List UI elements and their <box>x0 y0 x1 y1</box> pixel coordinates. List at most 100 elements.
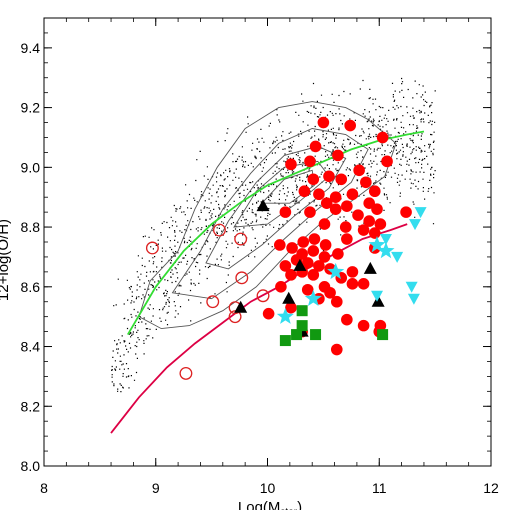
filled-circle-marker <box>285 301 297 314</box>
filled-circle-marker <box>273 239 286 251</box>
triangle-marker <box>363 261 377 274</box>
x-tick-label: 10 <box>260 480 276 496</box>
filled-circle-marker <box>371 203 383 215</box>
filled-circle-marker <box>329 203 342 215</box>
open-circle-marker <box>256 289 270 303</box>
filled-circle-marker <box>307 269 320 281</box>
contour-line <box>138 101 397 330</box>
filled-circle-marker <box>318 218 331 230</box>
y-tick-label: 9.0 <box>21 159 41 175</box>
y-tick-label: 8.4 <box>21 339 41 355</box>
filled-circle-marker <box>330 295 343 308</box>
contour-lines <box>138 101 397 330</box>
down-triangle-marker <box>414 207 427 219</box>
x-axis: 8 9 10 11 12 <box>40 18 499 496</box>
star-marker <box>304 289 322 306</box>
filled-circle-marker <box>319 239 332 251</box>
filled-circle-marker <box>341 200 353 212</box>
x-tick-label: 11 <box>372 480 387 496</box>
contour-line <box>205 145 347 270</box>
filled-circle-marker <box>332 149 344 162</box>
down-triangle-marker <box>391 251 404 263</box>
filled-circle-marker <box>304 206 316 218</box>
square-marker <box>377 329 389 341</box>
filled-circle-marker <box>339 221 352 233</box>
x-tick-label: 9 <box>152 480 160 496</box>
filled-circle-marker <box>307 245 320 257</box>
filled-circle-marker <box>360 176 372 189</box>
filled-circle-marker <box>320 197 333 209</box>
filled-circle-marker <box>275 281 287 293</box>
filled-circle-marker <box>332 248 344 260</box>
square-marker <box>296 320 308 332</box>
contour-line <box>233 160 330 228</box>
filled-circle-marker <box>368 185 381 198</box>
filled-circle-marker <box>363 215 375 227</box>
filled-circle-marker <box>363 197 375 209</box>
filled-circle-marker <box>341 233 353 245</box>
background-dots <box>111 77 436 393</box>
filled-circle-marker <box>323 170 335 183</box>
down-triangle-marker <box>405 281 418 293</box>
open-circle-marker <box>212 223 226 237</box>
filled-circle-marker <box>301 257 314 269</box>
open-circle-marker <box>179 366 193 380</box>
triangle-marker <box>234 300 248 313</box>
triangle-marker <box>282 291 296 304</box>
open-circle-marker <box>145 241 159 255</box>
y-axis: 8.0 8.2 8.4 8.6 8.8 9.0 9.2 9.4 <box>21 17 491 474</box>
filled-circle-marker <box>346 266 359 278</box>
filled-circle-marker <box>309 140 322 153</box>
open-circle-marker <box>206 295 220 309</box>
x-tick-label: 8 <box>40 480 48 496</box>
square-marker <box>279 335 291 347</box>
down-triangle-marker <box>379 234 392 246</box>
filled-circle-marker <box>285 158 297 171</box>
filled-circle-marker <box>313 188 325 201</box>
filled-circle-marker <box>297 236 310 248</box>
star-marker <box>276 307 294 324</box>
filled-circle-marker <box>279 260 292 272</box>
down-triangle-marker <box>409 219 422 231</box>
filled-circle-marker <box>329 191 342 203</box>
filled-circle-marker <box>368 227 381 239</box>
y-tick-label: 8.6 <box>21 279 41 295</box>
square-marker <box>296 305 308 317</box>
filled-circle-marker <box>346 188 359 201</box>
square-marker <box>310 329 322 341</box>
open-circle-marker <box>235 271 249 285</box>
filled-circle-marker <box>298 185 311 198</box>
filled-circle-marker <box>381 155 393 168</box>
y-tick-label: 9.4 <box>21 40 41 56</box>
star-marker <box>368 236 386 253</box>
x-tick-label: 12 <box>483 480 499 496</box>
filled-circle-marker <box>286 242 298 254</box>
star-marker <box>377 242 395 259</box>
down-triangle-marker <box>407 293 420 305</box>
y-tick-label: 9.2 <box>21 100 41 116</box>
star-marker <box>327 262 345 280</box>
filled-circle-marker <box>352 209 364 221</box>
filled-circle-marker <box>324 286 336 299</box>
x-axis-label: Log(Mstar) <box>238 499 302 510</box>
filled-circle-marker <box>344 119 356 132</box>
filled-circle-marker <box>357 224 370 236</box>
filled-circle-marker <box>353 164 365 177</box>
filled-circle-marker <box>330 343 343 356</box>
filled-circle-marker <box>301 283 314 296</box>
contour-line <box>171 128 369 300</box>
filled-circle-marker <box>318 251 331 263</box>
triangle-marker <box>371 294 385 307</box>
open-circle-marker <box>234 232 248 246</box>
filled-circle-marker <box>304 155 316 168</box>
filled-circle-marker <box>307 173 320 186</box>
filled-circle-marker <box>374 218 387 230</box>
square-marker <box>291 329 303 341</box>
filled-circle-marker <box>285 269 297 281</box>
y-axis-label: 12+log(O/H) <box>0 219 12 301</box>
crimson-fit-curve <box>110 223 408 434</box>
filled-circle-marker <box>335 173 348 186</box>
open-circle-marker <box>228 310 242 324</box>
y-tick-label: 8.8 <box>21 219 41 235</box>
